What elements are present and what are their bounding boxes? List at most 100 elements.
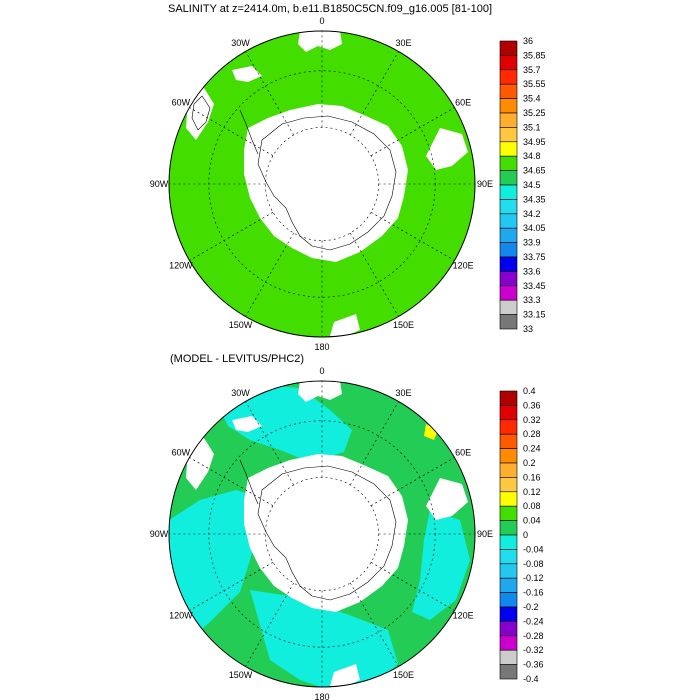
map2-colorbar-swatch — [499, 390, 518, 406]
map1-colorbar-label: 34.35 — [523, 194, 546, 204]
map2-antarctica — [244, 454, 408, 612]
map1-colorbar-label: 35.25 — [523, 108, 546, 118]
map1-colorbar-label: 36 — [523, 36, 533, 46]
map1-colorbar-label: 35.7 — [523, 65, 541, 75]
map1-meridian — [245, 232, 294, 317]
map2-lon-label: 60W — [172, 448, 191, 458]
map2-colorbar-label: -0.36 — [523, 660, 544, 670]
map1-meridian — [245, 51, 294, 136]
map2-border — [168, 380, 476, 688]
map1-border — [168, 30, 476, 338]
map2-colorbar-swatch — [499, 534, 518, 550]
map1-lon-label: 90W — [150, 179, 169, 189]
map1-colorbar-swatch — [499, 299, 518, 315]
map2-colorbar-label: 0.12 — [523, 487, 541, 497]
map2-colorbar-label: 0 — [523, 530, 528, 540]
map1-lon-label: 30W — [231, 38, 250, 48]
map2-lon-label: 150E — [393, 670, 414, 680]
map1-colorbar-swatch — [499, 155, 518, 171]
map2-lon-label: 0 — [319, 366, 324, 376]
map1-colorbar-swatch — [499, 184, 518, 200]
map1-lon-label: 120W — [169, 261, 193, 271]
map1-colorbar-label: 35.4 — [523, 94, 541, 104]
map1-colorbar-swatch — [499, 141, 518, 157]
map1-colorbar-swatch — [499, 69, 518, 85]
map1-colorbar: 36 35.85 35.7 35.55 35.4 35.25 35.1 34.95 34.8 34… — [499, 36, 546, 334]
map1-colorbar-swatch — [499, 285, 518, 301]
map2-lon-label: 90W — [150, 529, 169, 539]
map1-colorbar-swatch — [499, 242, 518, 258]
map1-colorbar-swatch — [499, 40, 518, 56]
map2-colorbar-swatch — [499, 635, 518, 651]
map2-colorbar-label: 0.4 — [523, 386, 536, 396]
map2-colorbar-label: -0.32 — [523, 645, 544, 655]
map2-field — [169, 381, 475, 687]
map2-colorbar-swatch — [499, 448, 518, 464]
map1-colorbar-label: 33.6 — [523, 266, 541, 276]
map2-lon-label: 180 — [314, 692, 329, 700]
map2-graticule — [169, 381, 475, 687]
map1-lon-label: 0 — [319, 16, 324, 26]
map1-meridian — [350, 51, 399, 136]
map2-meridian — [350, 401, 399, 486]
map1-meridian — [189, 212, 274, 261]
map2-colorbar-swatch — [499, 592, 518, 608]
map1-colorbar-label: 33 — [523, 324, 533, 334]
map1-colorbar-swatch — [499, 256, 518, 272]
map2-colorbar-swatch — [499, 621, 518, 637]
map1-colorbar-label: 33.9 — [523, 238, 541, 248]
map2-colorbar-label: 0.08 — [523, 501, 541, 511]
map2-colorbar-label: 0.04 — [523, 516, 541, 526]
map1-colorbar-label: 34.5 — [523, 180, 541, 190]
map1-colorbar-swatch — [499, 170, 518, 186]
map1-colorbar-swatch — [499, 98, 518, 114]
map1-colorbar-label: 34.95 — [523, 137, 546, 147]
map1-lon-label: 90E — [477, 179, 493, 189]
map2-colorbar-label: -0.4 — [523, 674, 539, 684]
map2-colorbar-swatch — [499, 549, 518, 565]
map1-lon-label: 60W — [172, 98, 191, 108]
map1-colorbar-label: 34.65 — [523, 166, 546, 176]
map2-lon-label: 30E — [395, 388, 411, 398]
map2-lon-label: 60E — [455, 448, 471, 458]
map1-graticule — [169, 31, 475, 337]
map2-colorbar-swatch — [499, 606, 518, 622]
map2-negative-region-east — [412, 510, 470, 620]
map2-colorbar-swatch — [499, 563, 518, 579]
map2-lon-label: 120E — [453, 611, 474, 621]
map2-colorbar-swatch — [499, 649, 518, 665]
map2-colorbar-swatch — [499, 577, 518, 593]
map1: 0 30E 60E 90E 120E 150E 180 150W 120W 90W 60W 30W 3… — [150, 16, 546, 352]
map1-lon-label: 180 — [314, 342, 329, 352]
map2-meridian — [370, 562, 455, 611]
map2-colorbar-label: -0.28 — [523, 631, 544, 641]
map1-lon-labels: 0 30E 60E 90E 120E 150E 180 150W 120W 90W 60W 30W — [150, 16, 493, 352]
map1-colorbar-label: 34.05 — [523, 223, 546, 233]
map2-colorbar-swatch — [499, 505, 518, 521]
map1-colorbar-swatch — [499, 83, 518, 99]
map1-colorbar-swatch — [499, 271, 518, 287]
map2-meridian — [189, 457, 274, 506]
map2-colorbar-label: 0.24 — [523, 444, 541, 454]
map2-positive-patch — [424, 424, 438, 440]
map1-colorbar-swatch — [499, 314, 518, 330]
map2-colorbar-swatch — [499, 477, 518, 493]
map2-colorbar-label: -0.12 — [523, 573, 544, 583]
map1-antarctica — [244, 104, 408, 262]
map1-lon-label: 120E — [453, 261, 474, 271]
map1-colorbar-label: 33.45 — [523, 281, 546, 291]
map1-colorbar-label: 35.55 — [523, 79, 546, 89]
map2-colorbar-label: -0.16 — [523, 588, 544, 598]
map2-colorbar-swatch — [499, 419, 518, 435]
map2-title: (MODEL - LEVITUS/PHC2) — [170, 353, 305, 365]
map2-lon-label: 90E — [477, 529, 493, 539]
map1-lon-label: 30E — [395, 38, 411, 48]
map1-colorbar-swatch — [499, 112, 518, 128]
map2-colorbar-label: -0.04 — [523, 544, 544, 554]
map2-colorbar-label: -0.2 — [523, 602, 539, 612]
map2-colorbar-label: 0.2 — [523, 458, 536, 468]
map1-lon-label: 150E — [393, 320, 414, 330]
map2: 0 30E 60E 90E 120E 150E 180 150W 120W 90W 60W 30W 0… — [150, 366, 544, 700]
map1-lon-label: 150W — [229, 320, 253, 330]
map1-meridian — [370, 107, 455, 156]
